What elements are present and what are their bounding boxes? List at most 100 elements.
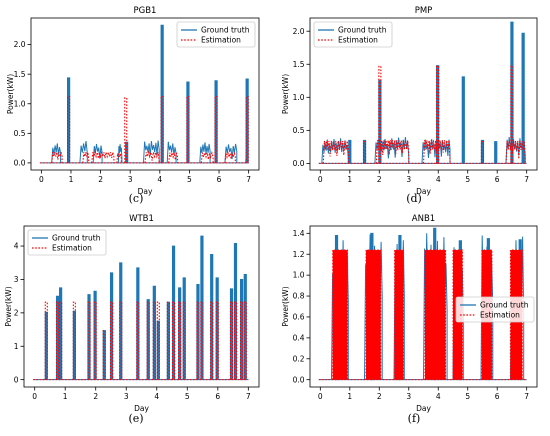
series-spike [119, 301, 123, 380]
y-axis-label: Power(kW) [6, 74, 15, 114]
x-tick-label: 0 [318, 392, 323, 401]
x-tick-label: 6 [495, 175, 500, 184]
legend-label: Estimation [52, 244, 92, 253]
series-estimation [39, 96, 249, 164]
y-tick-label: 1.2 [293, 250, 305, 259]
y-tick-label: 2.0 [14, 40, 26, 49]
y-tick-label: 1.0 [293, 271, 305, 280]
chart-title: PGB1 [134, 6, 157, 16]
axes-frame [23, 225, 260, 388]
x-tick-label: 5 [465, 175, 470, 184]
x-tick-label: 2 [98, 175, 103, 184]
series-spike [461, 76, 465, 164]
series-spike [214, 96, 218, 163]
panel-caption: (d) [406, 192, 422, 205]
y-tick-label: 0.2 [293, 354, 305, 363]
series-spike [186, 96, 190, 163]
series-spike [200, 301, 204, 380]
series-block [144, 150, 160, 163]
block-outline [394, 249, 404, 380]
chart-title: ANB1 [412, 214, 435, 224]
series-estimation [33, 301, 249, 381]
series-spike [166, 301, 170, 380]
series-spike [436, 65, 440, 164]
series-spike [171, 301, 176, 380]
x-tick-label: 5 [185, 392, 190, 401]
series-spike [146, 301, 150, 380]
plot-area [39, 24, 249, 164]
series-spike [494, 141, 498, 164]
x-tick-label: 7 [246, 392, 251, 401]
series-spike [59, 301, 63, 380]
series-spike [182, 301, 186, 380]
x-tick-label: 2 [93, 392, 98, 401]
series-block [143, 140, 160, 163]
y-tick-label: 0.6 [293, 313, 305, 322]
y-tick-label: 1.4 [293, 229, 305, 238]
series-spike [229, 301, 234, 380]
legend-label: Estimation [480, 311, 520, 320]
chart-panel-3: 0 1 2 3 4 5 6 7 0 1 2 3 4 WTB1 Day Power(kW) (e) Ground t… [4, 214, 260, 425]
x-axis-label: Day [138, 187, 153, 196]
x-tick-label: 4 [154, 392, 159, 401]
estimation-block [394, 250, 404, 380]
series-spike [480, 141, 485, 164]
y-tick-label: 3 [14, 275, 19, 284]
series-spike [160, 96, 164, 163]
x-tick-label: 6 [495, 392, 500, 401]
plot-area [33, 235, 249, 381]
y-axis-label: Power(kW) [281, 286, 290, 326]
series-spike [510, 65, 514, 164]
axes-frame [30, 17, 260, 171]
series-block [200, 150, 214, 163]
x-tick-label: 0 [39, 175, 44, 184]
block-outline [452, 249, 463, 380]
series-spike [56, 301, 60, 380]
panel-caption: (e) [128, 412, 143, 425]
y-tick-label: 0.5 [14, 129, 26, 138]
legend-label: Estimation [201, 36, 241, 45]
series-block [224, 151, 236, 163]
x-tick-label: 0 [318, 175, 323, 184]
x-axis-label: Day [134, 404, 149, 413]
x-tick-label: 7 [246, 175, 251, 184]
series-spike [362, 141, 367, 164]
series-block [422, 140, 451, 164]
series-spike [240, 301, 244, 380]
legend-box [455, 296, 535, 323]
x-tick-label: 2 [377, 175, 382, 184]
legend-label: Ground truth [338, 26, 387, 35]
block-outline [332, 249, 348, 380]
series-spike [156, 301, 160, 380]
series-spike [87, 301, 91, 380]
y-axis-label: Power(kW) [281, 74, 290, 114]
series-spike [196, 301, 200, 380]
x-tick-label: 4 [436, 175, 441, 184]
x-tick-label: 5 [465, 392, 470, 401]
series-spike [233, 301, 238, 380]
plot-area [318, 21, 527, 164]
panel-caption: (c) [129, 192, 144, 205]
x-tick-label: 1 [347, 392, 352, 401]
y-tick-label: 1 [14, 342, 19, 351]
x-tick-label: 1 [347, 175, 352, 184]
estimation-block [332, 250, 348, 380]
series-spike [521, 32, 525, 164]
series-spike [245, 96, 249, 163]
estimation-block [366, 250, 381, 380]
series-block [91, 150, 115, 163]
chart-title: PMP [415, 6, 433, 16]
series-block [166, 141, 177, 163]
y-tick-label: 4 [14, 242, 19, 251]
series-spike [67, 96, 71, 163]
legend-label: Ground truth [480, 301, 529, 310]
series-spike [93, 301, 97, 380]
x-tick-label: 2 [377, 392, 382, 401]
x-tick-label: 6 [215, 392, 220, 401]
legend-box [313, 21, 393, 48]
series-spike [152, 301, 156, 380]
